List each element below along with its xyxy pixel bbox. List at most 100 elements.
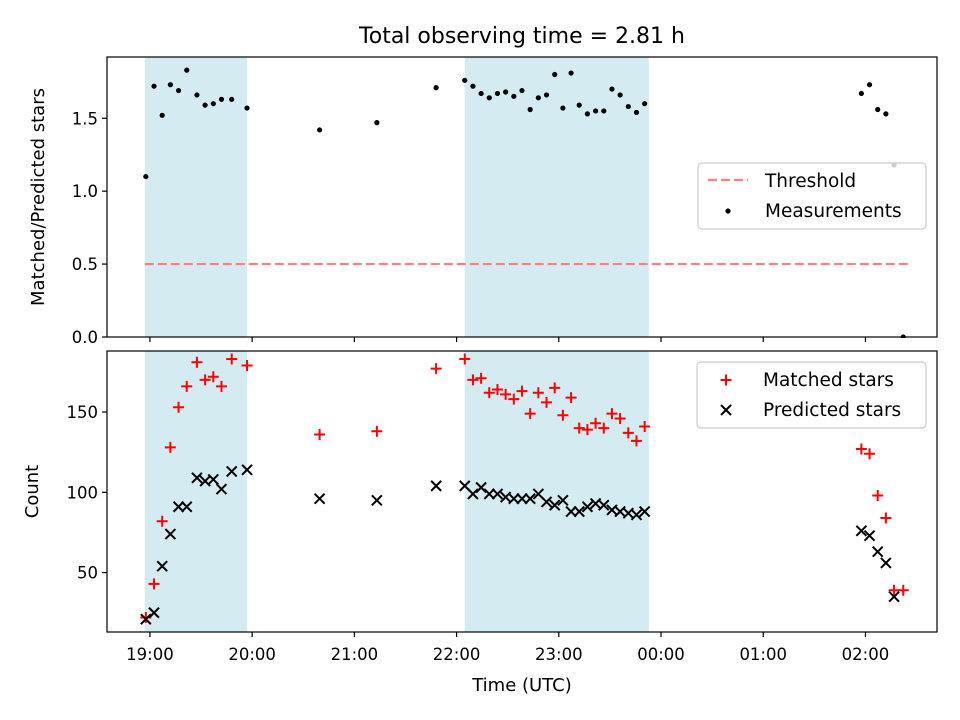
- matched-star-marker: [508, 393, 520, 405]
- measurement-point: [584, 111, 591, 117]
- legend-matched-label: Matched stars: [763, 370, 894, 391]
- measurement-point: [374, 120, 380, 126]
- predicted-star-marker: [540, 496, 553, 508]
- measurement-point: [883, 111, 889, 117]
- matched-star-marker: [181, 380, 193, 392]
- predicted-star-marker: [371, 494, 383, 507]
- matched-star-marker: [226, 353, 238, 365]
- legend-measurement-swatch: [725, 208, 731, 214]
- matched-star-marker: [614, 412, 626, 424]
- matched-star-marker: [483, 387, 495, 399]
- matched-star-marker: [549, 382, 561, 394]
- matched-star-marker: [581, 424, 593, 436]
- measurement-point: [503, 89, 509, 95]
- predicted-star-marker: [880, 557, 892, 569]
- predicted-star-marker: [508, 493, 520, 505]
- measurement-point: [151, 83, 157, 89]
- matched-star-marker: [467, 374, 479, 386]
- legend-predicted-swatch: [720, 404, 732, 416]
- measurement-point: [143, 173, 149, 180]
- matched-star-marker: [864, 448, 876, 460]
- y-axis-label: Matched/Predicted stars: [28, 88, 49, 306]
- y-tick-label: 1.0: [72, 182, 98, 201]
- observing-interval-shade: [144, 57, 248, 337]
- measurement-point: [576, 102, 582, 108]
- predicted-star-marker: [475, 481, 487, 494]
- bottom-panel: 50 100 150 19:00 20:00 21:00 22:00 23:00 00:00 01…: [22, 350, 938, 696]
- matched-star-marker: [524, 408, 536, 420]
- observing-interval-shade: [144, 351, 248, 632]
- y-tick-label: 0.0: [72, 328, 98, 347]
- measurement-point: [486, 95, 492, 101]
- x-tick-label: 02:00: [842, 645, 890, 664]
- measurement-point: [592, 108, 599, 114]
- matched-star-marker: [173, 401, 185, 413]
- matched-star-marker: [532, 387, 544, 399]
- predicted-star-marker: [630, 509, 643, 521]
- matched-star-marker: [639, 420, 651, 432]
- measurement-point: [560, 105, 566, 111]
- predicted-star-marker: [565, 505, 577, 518]
- predicted-star-marker: [491, 488, 504, 500]
- predicted-star-marker: [524, 493, 536, 505]
- axes-frame: [106, 56, 938, 338]
- measurement-point: [210, 101, 216, 107]
- matched-star-marker: [557, 409, 569, 421]
- measurement-point: [317, 127, 323, 133]
- legend: Threshold Measurements: [697, 162, 927, 230]
- measurement-point: [175, 87, 182, 94]
- matched-star-marker: [606, 408, 618, 420]
- matched-star-marker: [241, 359, 253, 371]
- predicted-star-marker: [215, 483, 228, 495]
- x-tick-label: 23:00: [535, 645, 583, 664]
- matched-star-marker: [565, 392, 577, 404]
- predicted-star-marker: [181, 501, 193, 513]
- predicted-star-marker: [863, 529, 876, 542]
- y-tick-label: 150: [67, 403, 99, 422]
- predicted-star-marker: [483, 488, 495, 500]
- chart-title: Total observing time = 2.81 h: [358, 24, 685, 49]
- legend: Matched stars Predicted stars: [696, 361, 927, 429]
- measurement-point: [159, 112, 165, 118]
- measurement-point: [642, 101, 648, 107]
- matched-star-marker: [207, 371, 219, 383]
- matched-star-marker: [164, 441, 176, 453]
- measurement-point: [875, 106, 881, 113]
- predicted-star-marker: [225, 465, 238, 478]
- measurement-point: [244, 105, 250, 111]
- legend-measurement-label: Measurements: [765, 201, 902, 222]
- x-axis-label: Time (UTC): [471, 675, 572, 696]
- x-tick-label: 01:00: [739, 645, 787, 664]
- matched-star-marker: [199, 374, 211, 386]
- observing-interval-shade: [464, 57, 649, 337]
- predicted-star-marker: [156, 560, 168, 572]
- matched-star-marker: [371, 425, 383, 437]
- x-tick-label: 21:00: [331, 645, 379, 664]
- measurement-point: [552, 71, 558, 78]
- matched-star-marker: [630, 435, 642, 447]
- predicted-star-marker: [241, 464, 253, 476]
- measurement-point: [167, 82, 173, 88]
- legend-matched-swatch: [720, 374, 732, 386]
- x-tick-label: 20:00: [228, 645, 276, 664]
- y-tick-label: 100: [67, 483, 99, 502]
- matched-star-marker: [855, 443, 867, 455]
- predicted-star-marker: [888, 590, 900, 603]
- measurement-point: [478, 90, 484, 97]
- measurement-point: [568, 70, 574, 76]
- matched-star-marker: [516, 385, 528, 397]
- matched-star-marker: [590, 417, 602, 429]
- y-axis-label: Count: [22, 465, 43, 518]
- predicted-star-marker: [467, 488, 479, 500]
- matched-star-marker: [148, 578, 160, 590]
- matched-star-marker: [872, 490, 884, 502]
- predicted-star-marker: [598, 499, 610, 511]
- measurement-point: [601, 108, 607, 114]
- predicted-star-marker: [164, 528, 177, 540]
- measurement-point: [433, 85, 439, 91]
- measurement-point: [229, 96, 235, 102]
- measurement-point: [535, 95, 541, 101]
- predicted-star-marker: [207, 473, 220, 486]
- matched-star-marker: [314, 428, 326, 440]
- predicted-star-marker: [430, 480, 442, 492]
